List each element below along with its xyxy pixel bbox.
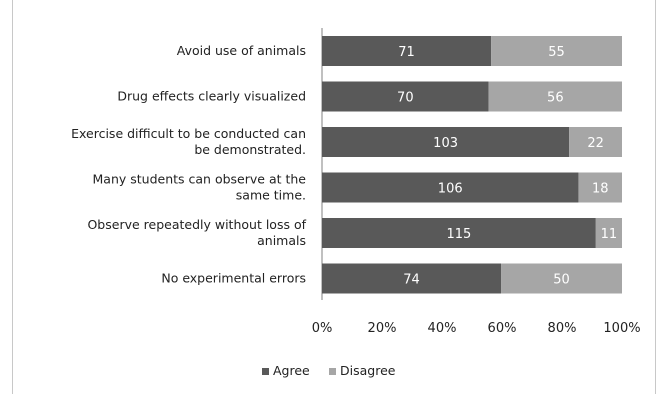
data-label-agree-5: 74 bbox=[403, 273, 420, 288]
bar-agree-3 bbox=[322, 172, 579, 203]
x-tick-label-0: 0% bbox=[312, 321, 333, 336]
legend-swatch-agree bbox=[262, 368, 269, 375]
category-label-5: No experimental errors bbox=[161, 271, 306, 286]
bar-disagree-4 bbox=[595, 218, 622, 248]
legend-swatch-disagree bbox=[329, 368, 336, 375]
x-tick-label-2: 40% bbox=[428, 321, 457, 336]
category-label-1: Drug effects clearly visualized bbox=[117, 89, 306, 104]
data-label-agree-4: 115 bbox=[446, 227, 471, 242]
category-labels: Avoid use of animals Drug effects clearly… bbox=[71, 43, 306, 286]
bar-agree-2 bbox=[322, 127, 570, 157]
bar-disagree-0 bbox=[491, 36, 622, 66]
x-tick-label-1: 20% bbox=[368, 321, 397, 336]
category-label-4: Observe repeatedly without loss of animal… bbox=[87, 217, 306, 248]
bar-disagree-1 bbox=[488, 81, 622, 112]
data-label-agree-2: 103 bbox=[433, 136, 458, 151]
data-label-disagree-3: 18 bbox=[592, 182, 609, 197]
bars: 71 55 70 56 103 22 106 18 115 11 74 50 bbox=[322, 36, 622, 294]
x-tick-label-4: 80% bbox=[548, 321, 577, 336]
data-label-disagree-2: 22 bbox=[587, 136, 604, 151]
data-label-disagree-5: 50 bbox=[553, 273, 570, 288]
bar-disagree-5 bbox=[501, 263, 622, 294]
category-label-3: Many students can observe at the same tim… bbox=[93, 172, 307, 203]
data-label-agree-1: 70 bbox=[397, 91, 414, 106]
category-label-0: Avoid use of animals bbox=[177, 43, 306, 58]
data-label-disagree-4: 11 bbox=[601, 227, 618, 242]
bar-disagree-2 bbox=[569, 127, 622, 157]
bar-agree-1 bbox=[322, 81, 489, 112]
data-label-agree-3: 106 bbox=[438, 182, 463, 197]
bar-agree-4 bbox=[322, 218, 596, 248]
x-axis-ticks: 0% 20% 40% 60% 80% 100% bbox=[312, 321, 641, 336]
legend: Agree Disagree bbox=[262, 363, 396, 378]
data-label-disagree-1: 56 bbox=[547, 91, 564, 106]
data-label-agree-0: 71 bbox=[398, 45, 415, 60]
x-tick-label-3: 60% bbox=[488, 321, 517, 336]
bar-agree-5 bbox=[322, 263, 502, 294]
legend-label-agree: Agree bbox=[273, 363, 310, 378]
legend-label-disagree: Disagree bbox=[340, 363, 396, 378]
category-label-2: Exercise difficult to be conducted can be… bbox=[71, 126, 306, 157]
chart-frame bbox=[12, 0, 656, 394]
data-label-disagree-0: 55 bbox=[548, 45, 565, 60]
bar-agree-0 bbox=[322, 36, 492, 66]
x-tick-label-5: 100% bbox=[603, 321, 640, 336]
bar-disagree-3 bbox=[578, 172, 622, 203]
